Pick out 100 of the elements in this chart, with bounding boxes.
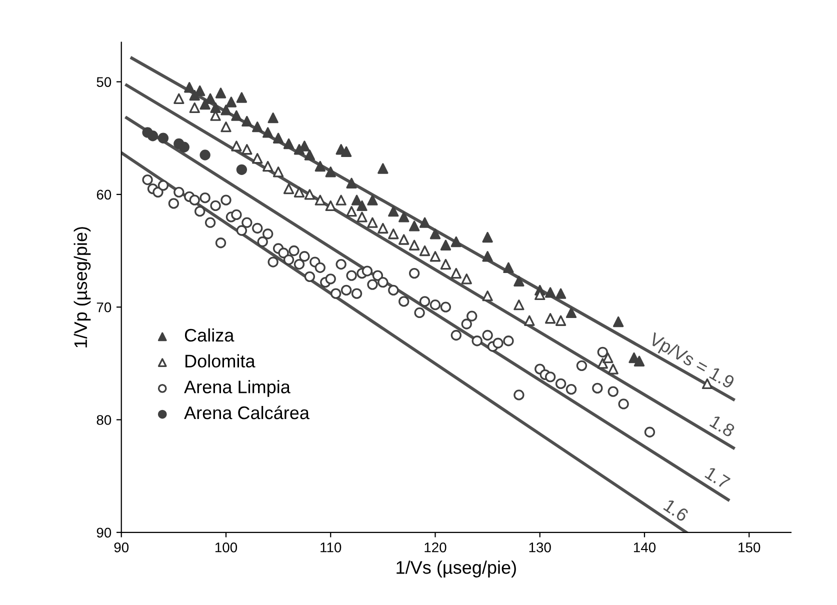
point [482,290,493,302]
point [220,122,232,132]
point [304,189,316,200]
point [314,194,326,206]
point [430,251,441,262]
point [440,240,452,250]
point [231,110,242,121]
point [524,315,535,326]
point [304,150,316,160]
x-axis-title: 1/Vs (µseg/pie) [396,560,516,578]
point [189,102,200,114]
point [408,220,420,232]
point [367,217,378,228]
legend-label: Arena Limpia [184,380,290,397]
x-tick-label: 110 [320,542,342,552]
x-tick-label: 130 [529,542,551,552]
point [608,364,618,374]
point [367,194,378,206]
text: 1.6 [663,498,690,522]
point [346,206,357,217]
point [482,232,493,243]
point [514,276,524,287]
point [262,127,274,138]
point [388,228,399,240]
point [482,251,493,262]
point [210,102,221,114]
point [430,228,441,240]
point [236,92,248,103]
point [408,240,420,250]
point [419,245,430,256]
x-tick-label: 100 [215,542,238,552]
point [388,206,399,217]
y-tick-label: 90 [96,528,112,538]
point [440,258,452,270]
point [314,160,326,172]
point [242,116,252,127]
point [419,217,430,228]
point [340,146,352,157]
point [242,144,252,155]
legend-label: Dolomita [186,354,256,368]
legend-label: Caliza [184,328,234,342]
point [272,132,284,144]
text: 1.8 [709,414,736,438]
point [503,262,514,273]
point [262,160,274,172]
point [194,85,206,96]
point [356,212,368,222]
point [178,142,190,152]
point [602,352,614,364]
point [461,274,472,284]
y-tick-label: 80 [96,415,112,425]
point [236,164,248,175]
point [268,112,278,124]
point [544,313,556,324]
x-tick-label: 150 [738,542,760,552]
point [283,183,294,194]
text: 1.7 [704,466,731,490]
point [555,315,566,326]
point [544,287,556,298]
legend-label: Arena Calcárea [184,406,310,420]
point [613,316,624,328]
y-axis-title: 1/Vp (µseg/pie) [74,227,91,348]
point [226,96,237,108]
point [398,212,410,222]
point [378,163,388,174]
point [147,130,158,142]
x-tick-label: 90 [114,542,129,552]
point [450,268,462,279]
point [200,98,210,110]
point [272,166,284,178]
point [174,93,184,104]
y-tick-label: 60 [96,190,112,200]
y-tick-label: 50 [96,77,112,87]
point [325,200,336,212]
point [220,104,232,116]
x-tick-label: 120 [424,542,446,552]
point [566,307,577,318]
point [336,194,346,206]
point [184,82,195,93]
point [450,236,462,248]
point [346,178,357,189]
point [597,358,608,369]
point [325,166,336,178]
point [252,122,263,132]
point [283,138,294,150]
point [555,288,566,299]
point [378,222,388,234]
point [252,153,263,164]
point [158,132,169,144]
point [215,88,226,98]
point [398,234,410,245]
point [231,140,242,152]
point [514,300,524,310]
point [351,194,362,206]
point [356,200,368,212]
point [294,186,305,198]
point [634,356,645,366]
point [200,150,210,160]
y-tick-label: 70 [96,302,112,312]
x-tick-label: 140 [634,542,656,552]
